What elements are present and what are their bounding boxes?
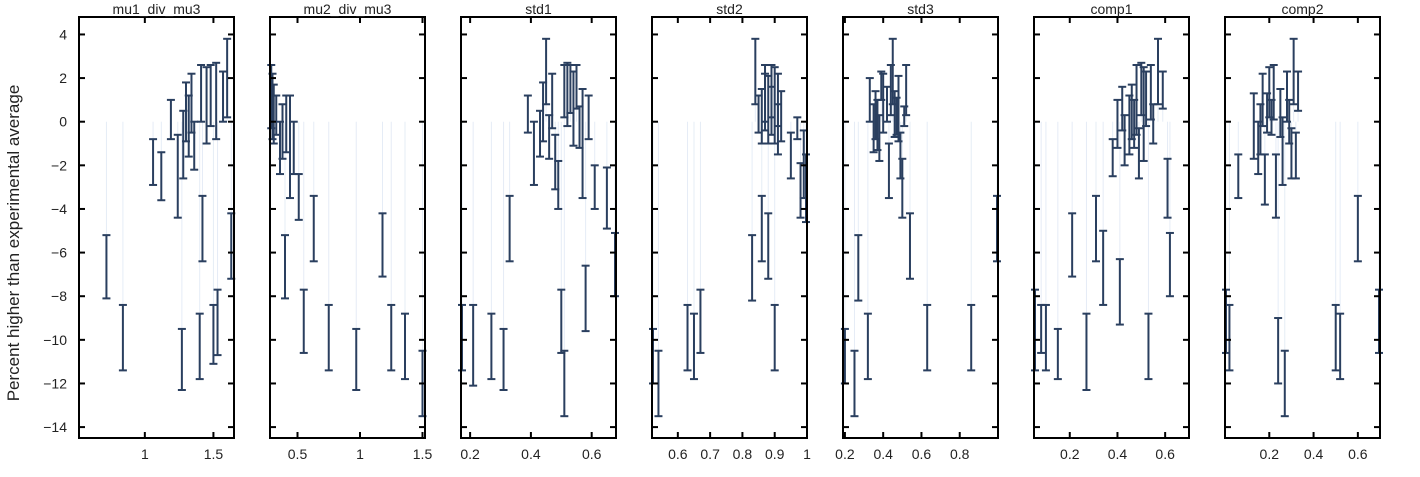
x-tick-label: 0.8	[950, 446, 970, 462]
x-tick-label: 0.9	[765, 446, 785, 462]
panel-title: std2	[716, 1, 743, 17]
panel-frame	[651, 16, 808, 439]
y-tick-label: 4	[59, 26, 67, 42]
x-tick-label: 1	[141, 446, 149, 462]
x-tick-label: 0.6	[1348, 446, 1368, 462]
y-tick-label: −6	[51, 245, 67, 261]
panel-std2: 0.6 0.7 0.8 0.9 1 std2	[649, 1, 811, 462]
panel-std1: 0.2 0.4 0.6 std1	[458, 1, 619, 462]
panel-frame	[1224, 16, 1381, 439]
x-tick-label: 0.7	[700, 446, 720, 462]
x-tick-label: 0.4	[1304, 446, 1324, 462]
panel-frame	[1033, 16, 1190, 439]
y-tick-label: −2	[51, 157, 67, 173]
panel-comp2: 0.2 0.4 0.6 comp2	[1222, 1, 1383, 462]
panel-frame	[842, 16, 999, 439]
panel-title: comp2	[1281, 1, 1323, 17]
y-tick-label: 0	[59, 114, 67, 130]
panel-mu1-div-mu3: 1 1.5 mu1_div_mu3	[78, 1, 236, 462]
y-tick-label: 2	[59, 70, 67, 86]
x-tick-label: 0.6	[582, 446, 602, 462]
x-tick-label: 1.5	[204, 446, 224, 462]
panel-title: mu1_div_mu3	[113, 1, 201, 17]
panel-comp1: 0.2 0.4 0.6 comp1	[1031, 1, 1190, 462]
x-tick-label: 1	[803, 446, 811, 462]
y-tick-label: −10	[43, 332, 67, 348]
x-tick-label: 1.5	[413, 446, 433, 462]
panel-frame	[460, 16, 617, 439]
x-tick-label: 0.2	[1060, 446, 1080, 462]
x-tick-label: 0.4	[873, 446, 893, 462]
x-tick-label: 0.8	[733, 446, 753, 462]
panel-mu2-div-mu3: 0.5 1 1.5 mu2_div_mu3	[267, 1, 432, 462]
x-tick-label: 0.2	[1260, 446, 1280, 462]
panel-std3: 0.2 0.4 0.6 0.8 std3	[835, 1, 1001, 462]
x-tick-label: 0.4	[521, 446, 541, 462]
y-tick-label: −12	[43, 375, 67, 391]
panel-frame	[78, 16, 235, 439]
y-axis-label: Percent higher than experimental average	[4, 85, 23, 402]
x-tick-label: 0.5	[288, 446, 308, 462]
y-tick-label: −4	[51, 201, 67, 217]
x-tick-label: 0.6	[668, 446, 688, 462]
panel-frame	[269, 16, 426, 439]
x-tick-label: 0.6	[1155, 446, 1175, 462]
panel-title: mu2_div_mu3	[304, 1, 392, 17]
x-tick-label: 0.4	[1108, 446, 1128, 462]
x-tick-label: 0.2	[460, 446, 480, 462]
panel-title: std1	[525, 1, 552, 17]
y-tick-label: −14	[43, 419, 67, 435]
panel-title: comp1	[1090, 1, 1132, 17]
panel-title: std3	[907, 1, 934, 17]
x-tick-label: 0.6	[912, 446, 932, 462]
x-tick-label: 1	[356, 446, 364, 462]
x-tick-label: 0.2	[835, 446, 855, 462]
y-tick-label: −8	[51, 288, 67, 304]
